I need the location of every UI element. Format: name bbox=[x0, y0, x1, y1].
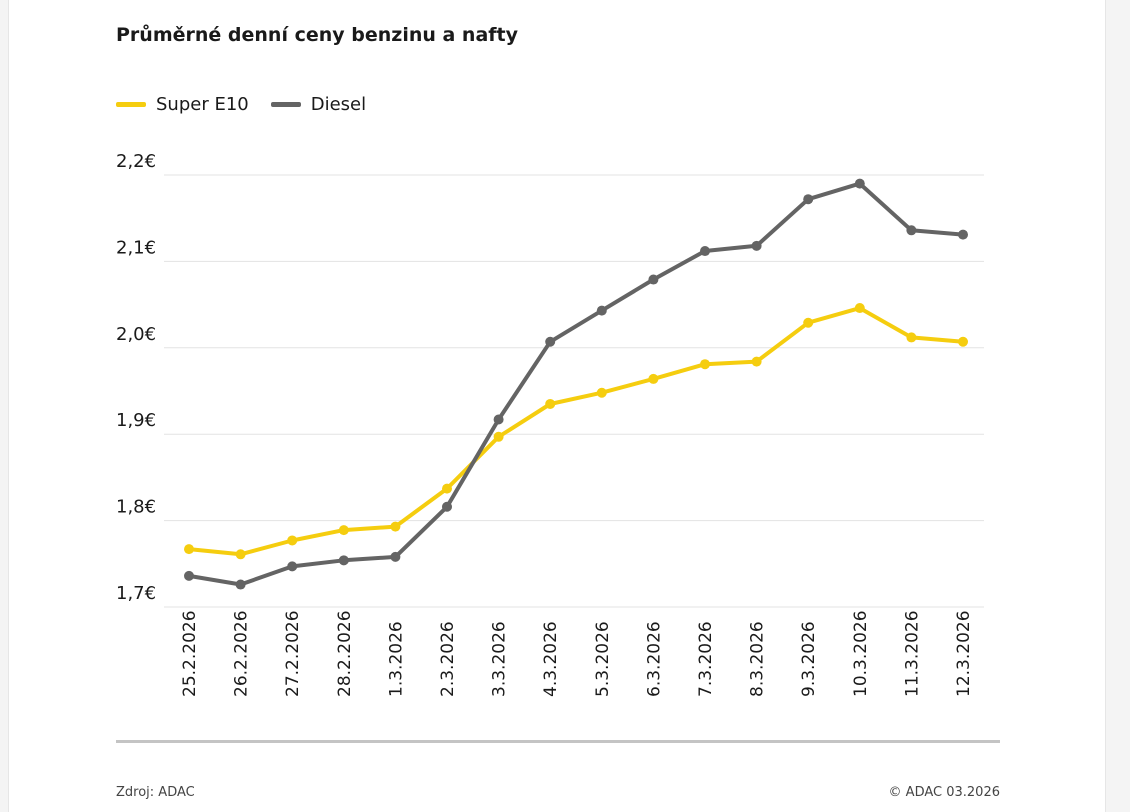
data-point-super-e10 bbox=[751, 356, 762, 367]
data-point-super-e10 bbox=[596, 387, 607, 398]
legend-label-super-e10: Super E10 bbox=[156, 94, 249, 115]
x-tick-label: 27.2.2026 bbox=[283, 610, 303, 697]
footer-divider bbox=[116, 740, 1000, 743]
legend-item-super-e10: Super E10 bbox=[116, 94, 249, 115]
x-tick-label: 7.3.2026 bbox=[696, 621, 716, 697]
data-point-super-e10 bbox=[958, 336, 968, 347]
data-point-diesel bbox=[235, 579, 246, 590]
x-tick-label: 10.3.2026 bbox=[851, 610, 871, 697]
data-point-diesel bbox=[803, 194, 814, 205]
data-point-super-e10 bbox=[493, 431, 504, 442]
x-tick-label: 28.2.2026 bbox=[335, 610, 355, 697]
y-tick-label: 2,0€ bbox=[116, 324, 156, 345]
data-point-diesel bbox=[700, 246, 710, 257]
chart-card bbox=[8, 0, 1106, 812]
x-tick-label: 6.3.2026 bbox=[644, 621, 664, 697]
x-tick-label: 3.3.2026 bbox=[490, 621, 510, 697]
x-tick-label: 5.3.2026 bbox=[593, 621, 613, 697]
data-point-super-e10 bbox=[235, 549, 246, 560]
legend-item-diesel: Diesel bbox=[270, 94, 367, 115]
data-point-diesel bbox=[493, 414, 504, 425]
data-point-super-e10 bbox=[184, 544, 194, 555]
data-point-diesel bbox=[596, 305, 607, 316]
legend-label-diesel: Diesel bbox=[310, 94, 367, 115]
series-line-super-e10 bbox=[187, 306, 965, 557]
data-point-diesel bbox=[648, 274, 659, 285]
x-tick-label: 9.3.2026 bbox=[799, 621, 819, 697]
x-tick-label: 11.3.2026 bbox=[902, 610, 922, 697]
data-point-super-e10 bbox=[545, 398, 556, 409]
data-point-diesel bbox=[545, 336, 556, 347]
y-tick-label: 1,9€ bbox=[116, 410, 156, 431]
copyright-note: © ADAC 03.2026 bbox=[888, 785, 1000, 800]
x-tick-label: 1.3.2026 bbox=[386, 621, 406, 697]
data-point-super-e10 bbox=[803, 317, 814, 328]
y-tick-label: 1,7€ bbox=[116, 583, 156, 604]
data-point-super-e10 bbox=[442, 483, 452, 494]
data-point-super-e10 bbox=[854, 303, 865, 314]
y-tick-label: 2,2€ bbox=[116, 151, 156, 172]
data-point-super-e10 bbox=[287, 535, 298, 546]
data-point-super-e10 bbox=[700, 359, 710, 370]
data-point-diesel bbox=[854, 178, 865, 189]
legend-swatch-super-e10 bbox=[116, 102, 146, 107]
x-tick-label: 4.3.2026 bbox=[541, 621, 561, 697]
data-point-diesel bbox=[287, 561, 298, 572]
source-note: Zdroj: ADAC bbox=[116, 785, 195, 800]
data-point-diesel bbox=[184, 570, 194, 581]
x-tick-label: 12.3.2026 bbox=[954, 610, 974, 697]
data-point-super-e10 bbox=[906, 332, 917, 343]
series-line-diesel bbox=[187, 181, 965, 587]
data-point-diesel bbox=[390, 551, 401, 562]
y-tick-label: 1,8€ bbox=[116, 497, 156, 518]
legend: Super E10 Diesel bbox=[116, 94, 388, 115]
legend-swatch-diesel bbox=[270, 102, 301, 107]
data-point-diesel bbox=[751, 240, 762, 251]
x-tick-label: 2.3.2026 bbox=[438, 621, 458, 697]
x-tick-label: 25.2.2026 bbox=[180, 610, 200, 697]
x-tick-label: 8.3.2026 bbox=[748, 621, 768, 697]
data-point-super-e10 bbox=[338, 525, 349, 536]
data-point-super-e10 bbox=[390, 521, 401, 532]
y-tick-label: 2,1€ bbox=[116, 237, 156, 258]
data-point-diesel bbox=[338, 555, 349, 566]
data-point-super-e10 bbox=[648, 373, 659, 384]
x-tick-label: 26.2.2026 bbox=[232, 610, 252, 697]
chart-title: Průměrné denní ceny benzinu a nafty bbox=[116, 24, 519, 46]
data-point-diesel bbox=[906, 225, 917, 236]
data-point-diesel bbox=[958, 229, 968, 240]
data-point-diesel bbox=[442, 501, 452, 512]
